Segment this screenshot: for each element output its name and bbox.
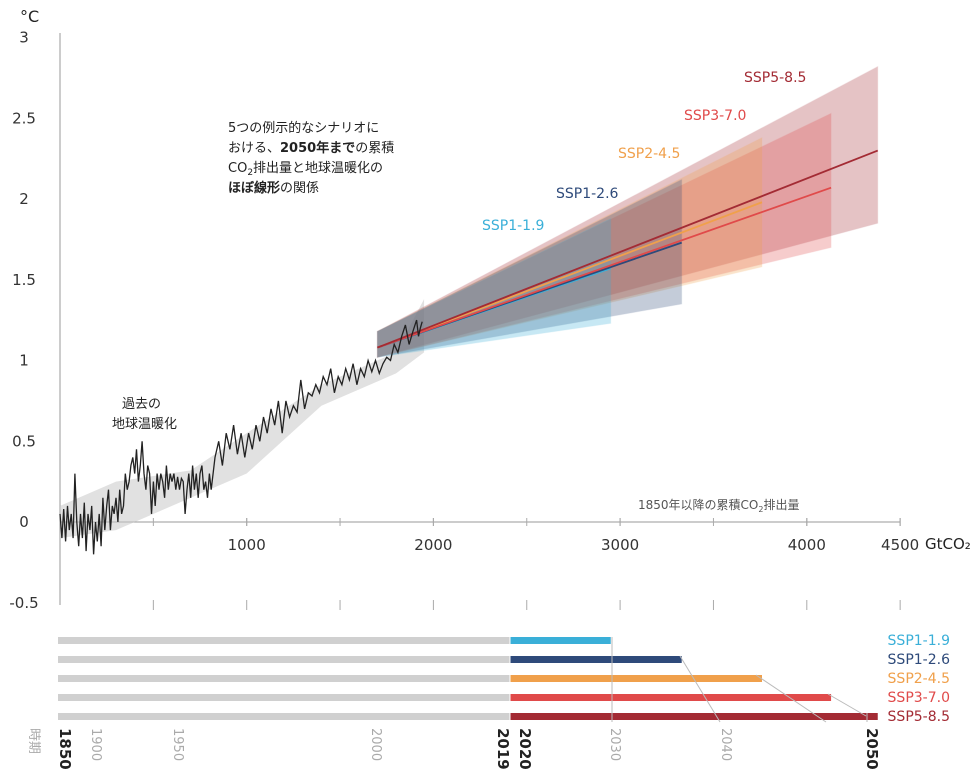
timeline-scenario-label: SSP3-7.0 <box>888 690 950 706</box>
timeline-scenario-bar <box>510 675 762 682</box>
x-tick-label: 2000 <box>414 536 452 554</box>
timeline-year-label: 2050 <box>863 728 881 769</box>
x-tick-label: 1000 <box>228 536 266 554</box>
y-tick-label: -0.5 <box>9 594 38 612</box>
x-unit-label: GtCO₂ <box>925 535 971 553</box>
timeline-scenario-bar <box>510 694 832 701</box>
timeline-decade-line <box>827 693 867 717</box>
timeline-year-label: 1850 <box>56 728 74 769</box>
timeline-past-bar <box>58 656 510 663</box>
line-ssp2-4-5 <box>377 201 763 349</box>
annotation-line-3: CO2排出量と地球温暖化の <box>228 161 383 178</box>
timeline-year-label: 2020 <box>516 728 534 769</box>
scenario-label: SSP1-2.6 <box>556 186 619 202</box>
timeline-scenario-bar <box>510 656 682 663</box>
scenario-bands <box>376 65 879 358</box>
historical-uncertainty-band <box>60 299 425 539</box>
timeline-scenario-label: SSP5-8.5 <box>888 709 950 725</box>
y-tick-label: 0.5 <box>12 432 36 450</box>
timeline-scenario-bar <box>510 637 611 644</box>
timeline-scenario-label: SSP2-4.5 <box>888 671 950 687</box>
timeline-past-bar <box>58 675 510 682</box>
historical-annotation: 過去の 地球温暖化 <box>112 397 177 432</box>
axis-annotation: 1850年以降の累積CO2排出量 <box>638 497 799 514</box>
historical-warming-line <box>59 319 423 555</box>
timeline-year-label: 2030 <box>607 728 622 761</box>
timeline-year-label: 時期 <box>26 728 41 754</box>
scenario-label: SSP2-4.5 <box>618 146 680 162</box>
timeline-past-bar <box>58 694 510 701</box>
band-ssp2-4-5 <box>376 136 763 358</box>
scenario-label: SSP5-8.5 <box>744 70 806 86</box>
y-tick-label: 0 <box>19 513 29 531</box>
y-tick-label: 2.5 <box>12 109 36 127</box>
timeline-year-label: 1900 <box>88 728 103 761</box>
y-tick-labels: 3 2.5 2 1.5 1 0.5 0 -0.5 <box>9 29 38 612</box>
band-ssp1-2-6 <box>376 178 683 358</box>
timeline-past-bar <box>58 713 510 720</box>
annotation-line-4: ほぼ線形の関係 <box>228 180 319 196</box>
scenario-lines <box>377 149 879 349</box>
main-annotation: 5つの例示的なシナリオに おける、2050年までの累積 CO2排出量と地球温暖化… <box>228 120 394 196</box>
y-tick-label: 1.5 <box>12 271 36 289</box>
scenario-label: SSP3-7.0 <box>684 108 746 124</box>
bottom-tick-marks <box>152 518 901 610</box>
timeline-year-label: 1950 <box>170 728 185 761</box>
timeline-decade-line <box>755 674 827 723</box>
annotation-line-2: おける、2050年までの累積 <box>228 140 394 156</box>
scenario-label: SSP1-1.9 <box>482 218 544 234</box>
x-tick-labels: 1000 2000 3000 4000 4500 <box>228 518 919 554</box>
scenario-labels: SSP1-1.9 SSP1-2.6 SSP2-4.5 SSP3-7.0 SSP5-8.5 <box>482 70 806 234</box>
y-tick-label: 1 <box>19 352 29 370</box>
x-tick-label: 3000 <box>601 536 639 554</box>
y-unit-label: °C <box>20 7 39 26</box>
historical-line <box>59 319 423 555</box>
historical-band <box>60 299 425 539</box>
y-tick-label: 2 <box>19 190 29 208</box>
timeline-scenario-bar <box>510 713 878 720</box>
band-ssp3-7-0 <box>376 112 832 358</box>
line-ssp5-8-5 <box>377 149 879 349</box>
timeline: SSP1-1.9 SSP1-2.6 SSP2-4.5 SSP3-7.0 SSP5-8.5… <box>26 633 950 769</box>
timeline-scenario-label: SSP1-2.6 <box>888 652 951 668</box>
timeline-decade-line <box>679 655 721 723</box>
line-ssp3-7-0 <box>377 186 832 349</box>
y-tick-label: 3 <box>19 29 29 47</box>
annotation-line-1: 5つの例示的なシナリオに <box>228 120 379 136</box>
timeline-past-bar <box>58 637 510 644</box>
x-tick-label: 4500 <box>881 536 919 554</box>
hist-annotation-line-1: 過去の <box>122 397 161 412</box>
hist-annotation-line-2: 地球温暖化 <box>112 417 177 432</box>
timeline-scenario-label: SSP1-1.9 <box>888 633 950 649</box>
timeline-year-label: 2000 <box>368 728 383 761</box>
x-tick-label: 4000 <box>788 536 826 554</box>
timeline-year-label: 2019 <box>494 728 512 769</box>
timeline-year-label: 2040 <box>718 728 733 761</box>
band-ssp5-8-5 <box>376 65 879 358</box>
band-ssp1-1-9 <box>376 217 612 358</box>
